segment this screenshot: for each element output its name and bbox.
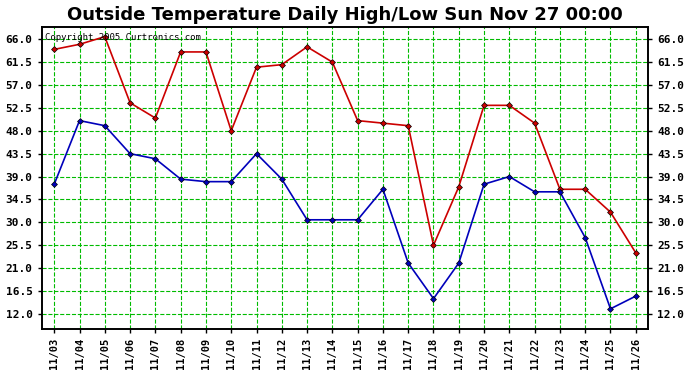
Text: Copyright 2005 Curtronics.com: Copyright 2005 Curtronics.com: [45, 33, 201, 42]
Title: Outside Temperature Daily High/Low Sun Nov 27 00:00: Outside Temperature Daily High/Low Sun N…: [67, 6, 623, 24]
